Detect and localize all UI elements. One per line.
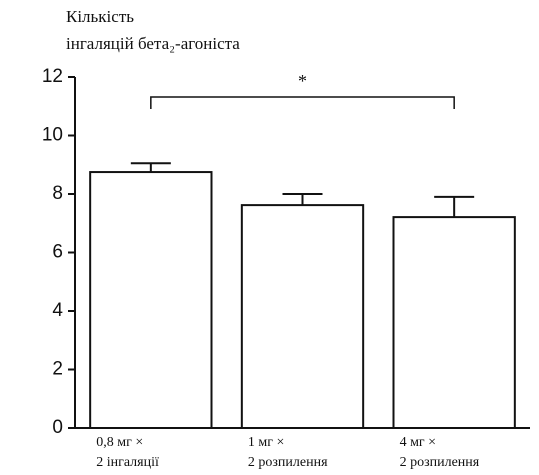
error-bar: [434, 195, 475, 218]
bar: [240, 204, 365, 429]
error-bar: [130, 162, 171, 173]
y-tick-label: 2: [52, 359, 63, 380]
significance-marker: *: [298, 71, 307, 91]
x-tick-label: 1 мг ×: [248, 435, 285, 450]
chart-title: інгаляцій бета₂-агоніста: [66, 34, 240, 53]
bar: [392, 216, 516, 429]
x-tick-label: 2 інгаляції: [96, 455, 159, 470]
y-tick-label: 0: [52, 417, 63, 438]
y-tick-label: 8: [52, 183, 63, 204]
y-tick-label: 10: [42, 125, 63, 146]
x-tick-label: 2 розпилення: [400, 455, 480, 470]
y-tick-label: 6: [52, 242, 63, 263]
chart-title: Кількість: [66, 7, 134, 26]
y-tick-label: 4: [52, 300, 63, 321]
bar: [89, 171, 213, 429]
x-tick-label: 4 мг ×: [400, 435, 437, 450]
x-tick-label: 0,8 мг ×: [96, 435, 143, 450]
error-bar: [282, 193, 323, 206]
significance-bracket: [150, 96, 455, 109]
y-tick-label: 12: [42, 66, 63, 87]
x-tick-label: 2 розпилення: [248, 455, 328, 470]
